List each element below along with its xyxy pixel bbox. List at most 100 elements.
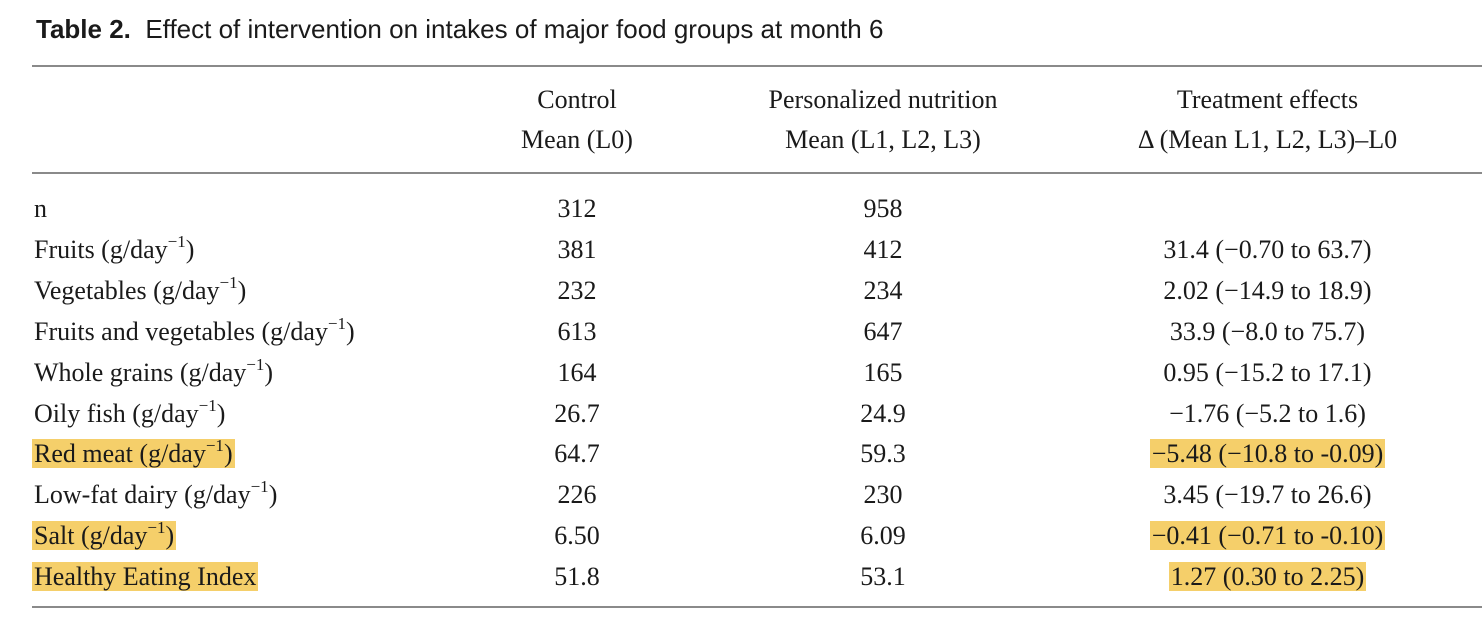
table-row: Low-fat dairy (g/day−1) 226 230 3.45 (−19.7… — [0, 474, 1482, 515]
treatment-effect: 3.45 (−19.7 to 26.6) — [1020, 474, 1482, 515]
personalized-mean: 958 — [863, 194, 903, 223]
unit-exponent: −1 — [167, 231, 186, 251]
unit-close-paren: ) — [216, 398, 226, 428]
table-title-text: Effect of intervention on intakes of maj… — [145, 14, 884, 44]
row-label: n — [34, 188, 47, 229]
table-row: Vegetables (g/day−1) 232 234 2.02 (−14.9 to… — [0, 270, 1482, 311]
row-label-text: n — [34, 194, 47, 223]
row-label: Low-fat dairy (g/day−1) — [34, 474, 277, 515]
row-label-text: Oily fish (g/day−1) — [34, 395, 226, 428]
row-label-text: Whole grains (g/day−1) — [34, 354, 274, 387]
unit-close-paren: ) — [237, 275, 247, 305]
header-personalized-line2: Mean (L1, L2, L3) — [785, 125, 981, 154]
treatment-effect-value: 33.9 (−8.0 to 75.7) — [1169, 316, 1366, 346]
personalized-mean: 53.1 — [860, 562, 906, 592]
personalized-mean: 59.3 — [860, 439, 906, 469]
control-mean: 381 — [557, 234, 597, 264]
row-label: Whole grains (g/day−1) — [34, 352, 273, 393]
row-label-text: Healthy Eating Index — [32, 562, 259, 592]
control-mean: 232 — [557, 275, 597, 305]
header-treatment: Treatment effects Δ (Mean L1, L2, L3)–L0 — [1080, 80, 1455, 160]
row-label: Red meat (g/day−1) — [32, 433, 235, 474]
treatment-effect-value: 31.4 (−0.70 to 63.7) — [1163, 234, 1372, 264]
row-label-name: Vegetables (g/day — [34, 275, 220, 305]
table-title: Table 2. Effect of intervention on intak… — [36, 14, 883, 45]
table-row: Healthy Eating Index 51.8 53.1 1.27 (0.30 t… — [0, 556, 1482, 597]
row-label: Healthy Eating Index — [32, 556, 259, 597]
control-mean: 6.50 — [554, 521, 600, 551]
row-label: Vegetables (g/day−1) — [34, 270, 246, 311]
unit-exponent: −1 — [246, 354, 265, 374]
control-mean: 613 — [557, 316, 597, 346]
personalized-mean: 24.9 — [860, 398, 906, 428]
table-row: Fruits (g/day−1) 381 412 31.4 (−0.70 to 63.… — [0, 229, 1482, 270]
unit-close-paren: ) — [185, 234, 195, 264]
table-row: Salt (g/day−1) 6.50 6.09 −0.41 (−0.71 to -0… — [0, 515, 1482, 556]
row-label-name: Whole grains (g/day — [34, 357, 247, 387]
table-row: Oily fish (g/day−1) 26.7 24.9 −1.76 (−5.2 t… — [0, 393, 1482, 434]
row-label: Salt (g/day−1) — [32, 515, 177, 556]
header-treatment-line2: Δ (Mean L1, L2, L3)–L0 — [1137, 125, 1398, 154]
unit-close-paren: ) — [345, 316, 355, 346]
row-label-name: Fruits (g/day — [34, 234, 168, 264]
treatment-effect: −1.76 (−5.2 to 1.6) — [1020, 393, 1482, 434]
treatment-effect-value: 1.27 (0.30 to 2.25) — [1168, 562, 1367, 592]
header-personalized: Personalized nutrition Mean (L1, L2, L3) — [723, 80, 1043, 160]
row-label-name: Salt (g/day — [34, 521, 148, 551]
treatment-effect: −0.41 (−0.71 to -0.10) — [1020, 515, 1482, 556]
row-label-text: Fruits (g/day−1) — [34, 231, 195, 264]
row-label-name: Oily fish (g/day — [34, 398, 199, 428]
unit-exponent: −1 — [250, 477, 269, 497]
unit-exponent: −1 — [327, 313, 346, 333]
unit-exponent: −1 — [219, 272, 238, 292]
row-label-name: Red meat (g/day — [34, 439, 206, 469]
header-rule — [32, 172, 1482, 174]
control-mean: 164 — [557, 357, 597, 387]
control-mean: 26.7 — [554, 398, 600, 428]
personalized-mean: 647 — [863, 316, 903, 346]
treatment-effect-value: −5.48 (−10.8 to -0.09) — [1149, 439, 1386, 469]
table-row: Fruits and vegetables (g/day−1) 613 647 33.… — [0, 311, 1482, 352]
row-label-text: Fruits and vegetables (g/day−1) — [34, 313, 355, 346]
unit-close-paren: ) — [264, 357, 274, 387]
treatment-effect: 2.02 (−14.9 to 18.9) — [1020, 270, 1482, 311]
row-label-name: n — [34, 194, 47, 223]
top-rule — [32, 65, 1482, 67]
header-control-line1: Control — [537, 85, 617, 114]
row-label: Oily fish (g/day−1) — [34, 393, 225, 434]
header-personalized-line1: Personalized nutrition — [768, 85, 998, 114]
row-label-text: Red meat (g/day−1) — [32, 437, 235, 469]
treatment-effect: 33.9 (−8.0 to 75.7) — [1020, 311, 1482, 352]
control-mean: 226 — [557, 480, 597, 510]
treatment-effect — [1020, 188, 1482, 229]
personalized-mean: 230 — [863, 480, 903, 510]
treatment-effect: −5.48 (−10.8 to -0.09) — [1020, 433, 1482, 474]
header-control-line2: Mean (L0) — [521, 125, 633, 154]
treatment-effect: 0.95 (−15.2 to 17.1) — [1020, 352, 1482, 393]
row-label-text: Vegetables (g/day−1) — [34, 272, 247, 305]
row-label: Fruits and vegetables (g/day−1) — [34, 311, 355, 352]
treatment-effect: 31.4 (−0.70 to 63.7) — [1020, 229, 1482, 270]
treatment-effect-value: 2.02 (−14.9 to 18.9) — [1163, 275, 1372, 305]
treatment-effect: 1.27 (0.30 to 2.25) — [1020, 556, 1482, 597]
control-mean: 51.8 — [554, 562, 600, 592]
control-mean: 64.7 — [554, 439, 600, 469]
row-label-text: Salt (g/day−1) — [32, 518, 177, 551]
table-row: Red meat (g/day−1) 64.7 59.3 −5.48 (−10.8 t… — [0, 433, 1482, 474]
unit-exponent: −1 — [198, 395, 217, 415]
personalized-mean: 165 — [863, 357, 903, 387]
table-row: Whole grains (g/day−1) 164 165 0.95 (−15.2 … — [0, 352, 1482, 393]
treatment-effect-value: 3.45 (−19.7 to 26.6) — [1163, 480, 1372, 510]
treatment-effect-value: 0.95 (−15.2 to 17.1) — [1163, 357, 1372, 387]
control-mean: 312 — [557, 194, 597, 223]
table-title-label: Table 2. — [36, 14, 131, 44]
bottom-rule — [32, 606, 1482, 608]
unit-close-paren: ) — [268, 480, 278, 510]
row-label: Fruits (g/day−1) — [34, 229, 194, 270]
unit-exponent: −1 — [147, 518, 166, 538]
unit-close-paren: ) — [165, 521, 175, 551]
personalized-mean: 412 — [863, 234, 903, 264]
row-label-name: Fruits and vegetables (g/day — [34, 316, 328, 346]
header-treatment-line1: Treatment effects — [1176, 85, 1359, 114]
row-label-name: Low-fat dairy (g/day — [34, 480, 251, 510]
